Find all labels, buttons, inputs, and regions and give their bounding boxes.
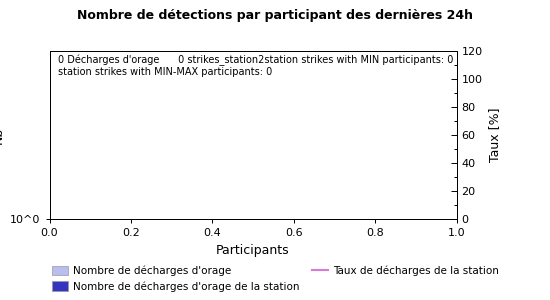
Text: 0 Décharges d'orage      0 strikes_station2station strikes with MIN participants: 0 Décharges d'orage 0 strikes_station2st… [58, 54, 453, 77]
Legend: Nombre de décharges d'orage, Nombre de décharges d'orage de la station, Taux de : Nombre de décharges d'orage, Nombre de d… [49, 262, 502, 295]
Text: Nombre de détections par participant des dernières 24h: Nombre de détections par participant des… [77, 9, 473, 22]
X-axis label: Participants: Participants [216, 244, 290, 256]
Y-axis label: Taux [%]: Taux [%] [488, 108, 501, 162]
Y-axis label: Nb: Nb [0, 126, 4, 144]
